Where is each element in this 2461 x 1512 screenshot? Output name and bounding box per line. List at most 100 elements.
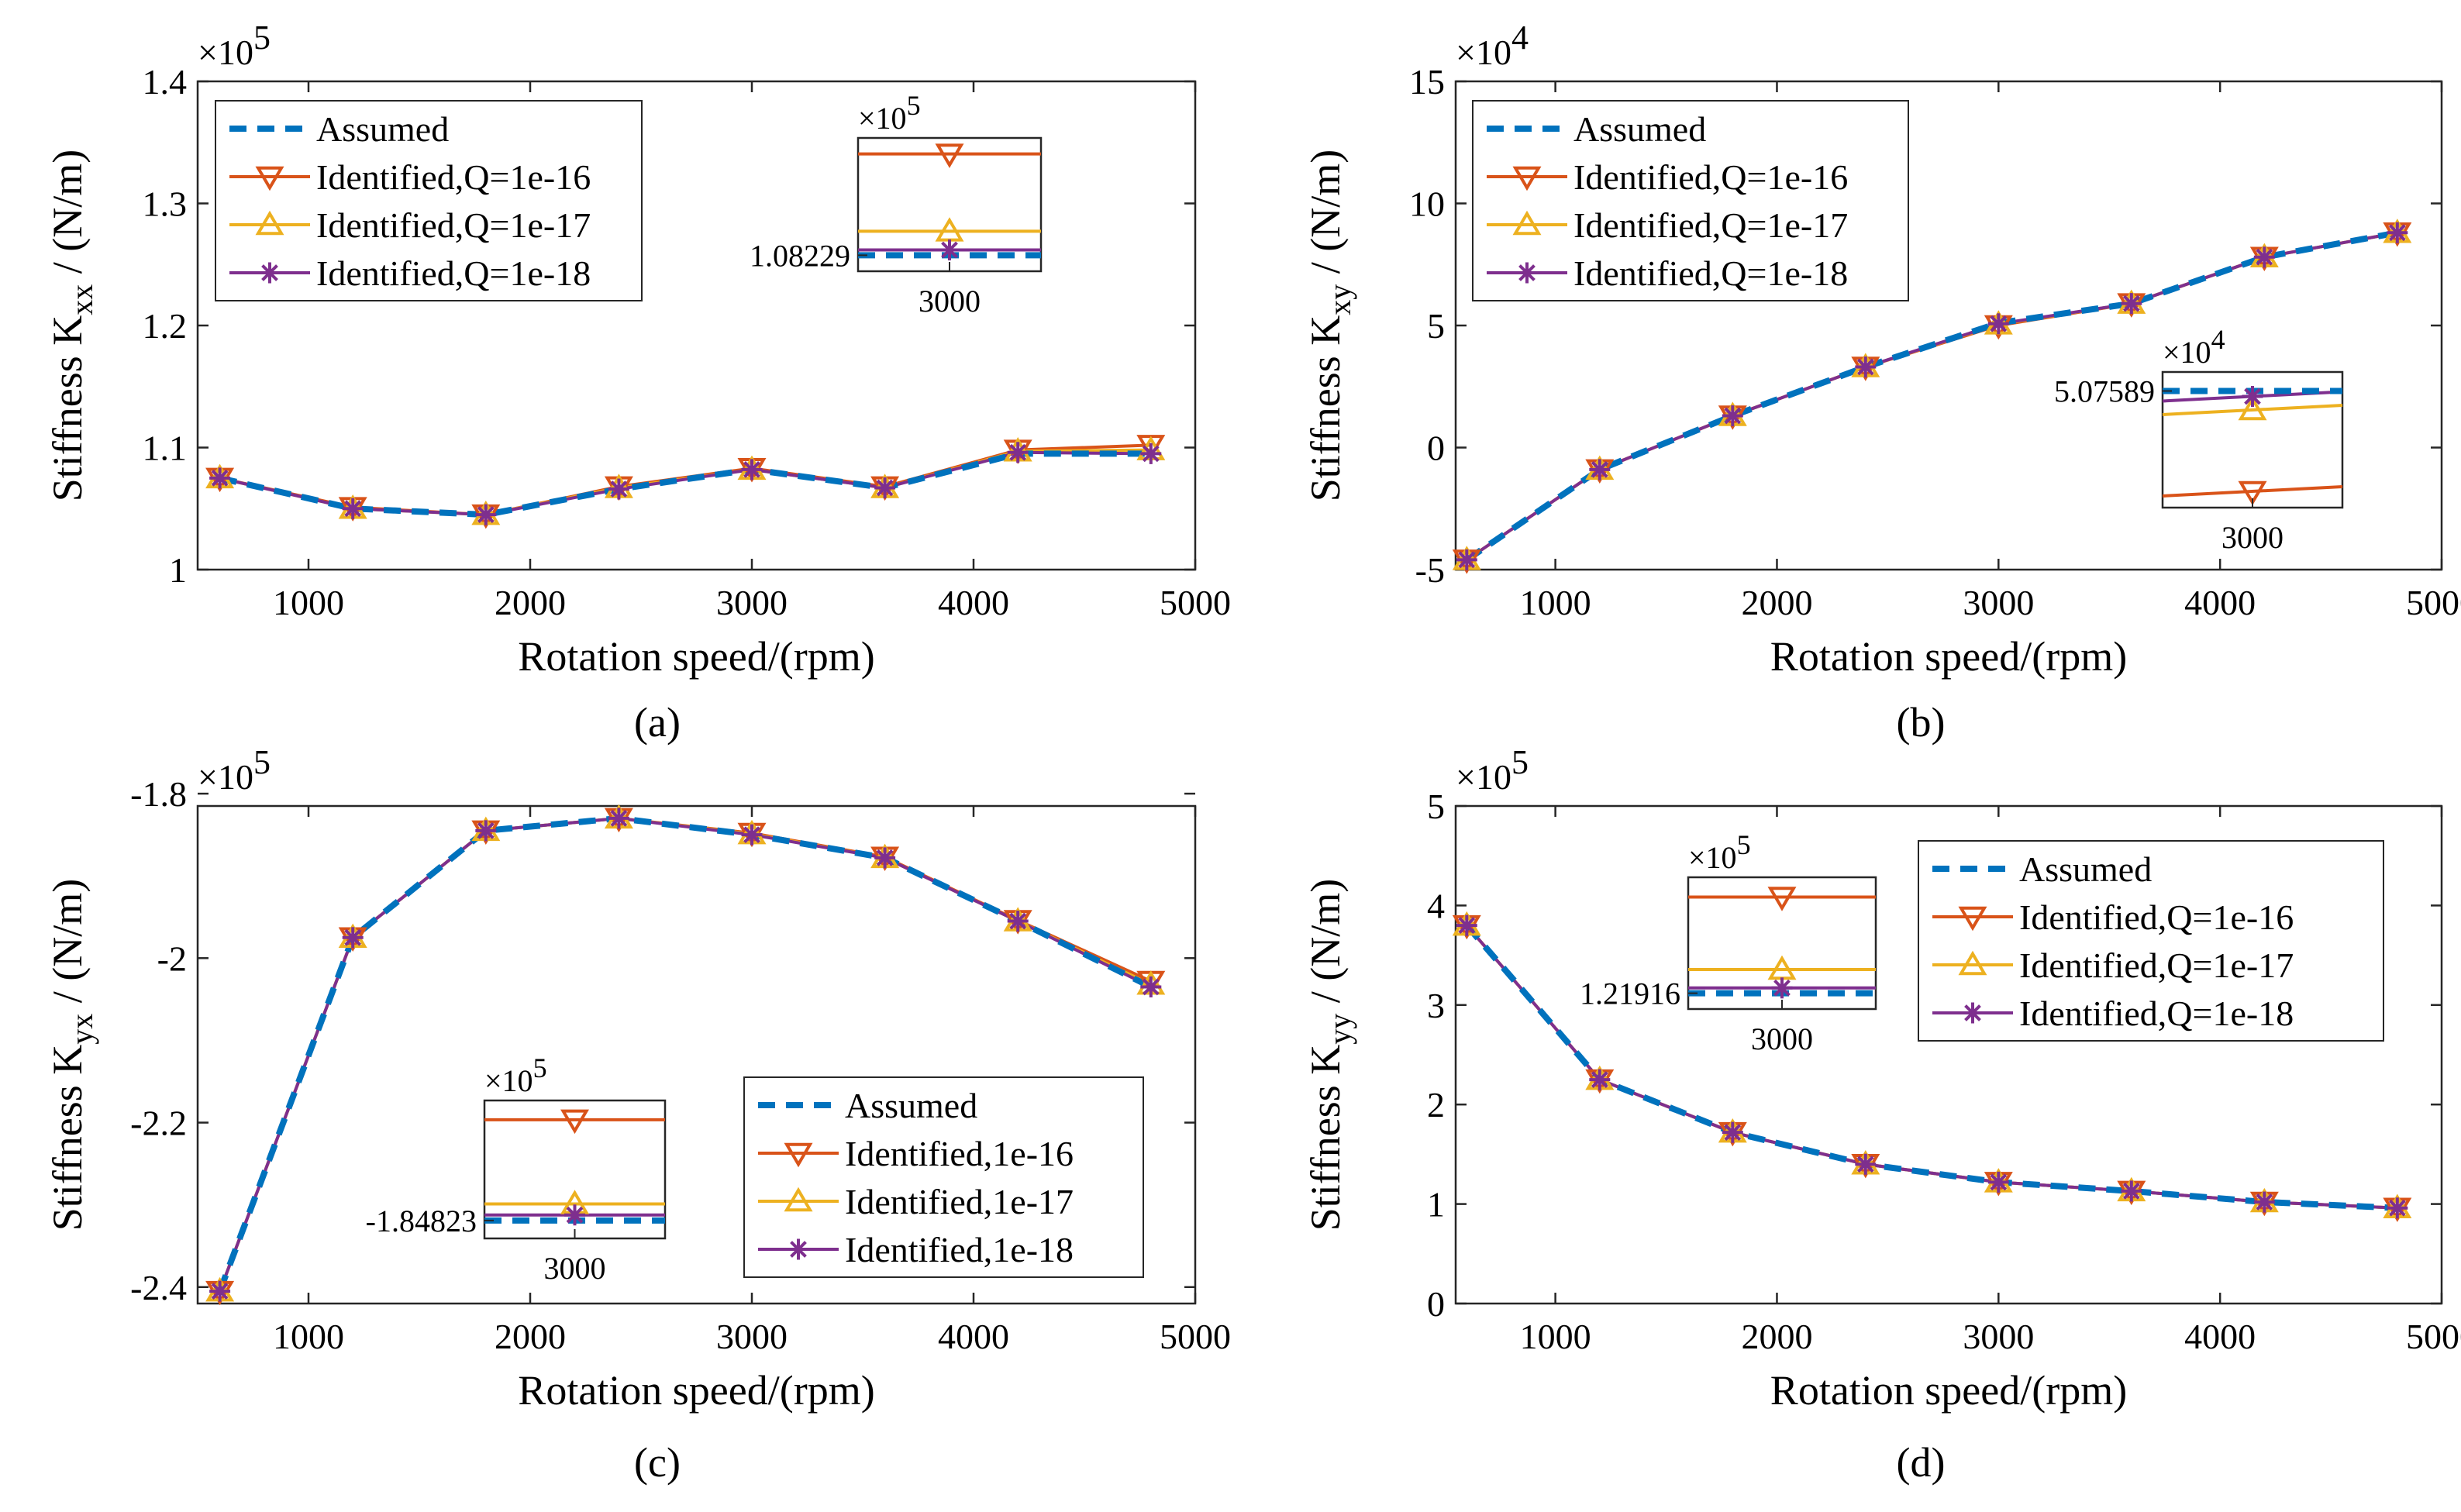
- legend-marker: [1958, 906, 1987, 932]
- data-point-q18: [2121, 293, 2142, 315]
- axis-multiplier: ×105: [198, 19, 271, 72]
- y-axis-label: Stiffness Kxx / (N/m): [44, 150, 99, 502]
- x-tick-label: 2000: [1741, 583, 1812, 622]
- data-point-q18: [2387, 1197, 2408, 1219]
- x-axis-label: Rotation speed/(rpm): [518, 633, 874, 680]
- legend-marker: [1512, 166, 1542, 191]
- axis-multiplier: ×104: [1456, 19, 1529, 72]
- legend: [743, 1076, 1144, 1278]
- legend-entry: Assumed: [1573, 109, 1706, 149]
- legend-marker: [259, 262, 281, 284]
- data-point-q18: [209, 1280, 231, 1302]
- inset-y-label: 1.21916: [1580, 976, 1680, 1011]
- data-point-q18: [342, 927, 364, 949]
- data-point-q18: [608, 478, 629, 500]
- series-line-assumed: [216, 815, 1153, 1293]
- chart-panel-1: 1000 2000 3000 4000 500011.11.21.31.4×105Rot…: [44, 19, 1231, 746]
- y-tick-label: -5: [1415, 550, 1445, 590]
- y-tick-label: 2: [1427, 1085, 1445, 1125]
- data-point-q18: [608, 808, 629, 829]
- data-point-q18: [475, 820, 497, 842]
- data-point-q18: [1007, 442, 1029, 463]
- legend-marker: [784, 1142, 813, 1168]
- inset-zoom: 5.07589 3000 ×104: [2054, 324, 2344, 555]
- inset-marker-q17: [2238, 395, 2267, 421]
- inset-x-label: 3000: [544, 1251, 606, 1286]
- inset-marker-q16: [2238, 480, 2267, 506]
- inset-x-label: 3000: [1751, 1021, 1813, 1056]
- x-axis-label: Rotation speed/(rpm): [518, 1367, 874, 1414]
- inset-multiplier: ×104: [2163, 324, 2225, 370]
- x-tick-label: 3000: [1963, 1317, 2034, 1356]
- x-axis-label: Rotation speed/(rpm): [1770, 1367, 2127, 1414]
- inset-zoom: 1.08229 3000 ×105: [750, 90, 1043, 319]
- legend-marker: [1512, 210, 1542, 236]
- y-tick-label: 1: [1427, 1185, 1445, 1224]
- data-point-q18: [1456, 549, 1477, 570]
- axes-box: [196, 804, 1197, 1305]
- x-tick-label: 5000: [2406, 583, 2461, 622]
- legend-marker: [1962, 1002, 1984, 1024]
- data-point-q18: [2253, 1191, 2275, 1213]
- inset-line-q17: [2162, 404, 2343, 416]
- axis-multiplier: ×105: [1456, 743, 1529, 797]
- x-tick-label: 4000: [2184, 1317, 2256, 1356]
- legend-entry: Identified,1e-16: [845, 1134, 1074, 1173]
- legend-entry: Assumed: [845, 1086, 977, 1125]
- legend-entry: Identified,Q=1e-17: [316, 205, 591, 245]
- legend-entry: Identified,Q=1e-17: [1573, 205, 1848, 245]
- inset-x-label: 3000: [919, 284, 981, 319]
- y-axis-label: Stiffness Kyx / (N/m): [44, 879, 99, 1231]
- legend: [215, 100, 643, 301]
- legend: [1918, 840, 2384, 1042]
- legend-marker: [788, 1238, 809, 1260]
- data-point-q18: [1987, 313, 2009, 335]
- x-tick-label: 1000: [1520, 583, 1591, 622]
- inset-y-label: -1.84823: [366, 1204, 477, 1238]
- y-tick-label: 1: [169, 550, 187, 590]
- y-tick-label: 0: [1427, 1284, 1445, 1324]
- x-tick-label: 1000: [273, 1317, 344, 1356]
- inset-multiplier: ×105: [484, 1052, 547, 1098]
- legend-entry: Identified,1e-17: [845, 1182, 1074, 1221]
- x-tick-label: 4000: [2184, 583, 2256, 622]
- data-point-q18: [1456, 914, 1477, 936]
- data-point-q18: [1722, 405, 1743, 427]
- data-point-q18: [1140, 976, 1162, 997]
- legend-entry: Assumed: [316, 109, 449, 149]
- data-point-q18: [2387, 222, 2408, 243]
- inset-marker-q16: [560, 1109, 589, 1135]
- data-point-q18: [1589, 459, 1611, 480]
- y-tick-label: 10: [1409, 184, 1445, 224]
- inset-y-label: 1.08229: [750, 238, 850, 273]
- y-tick-label: 1.2: [143, 306, 188, 346]
- x-tick-label: 5000: [1160, 583, 1231, 622]
- y-tick-label: 0: [1427, 429, 1445, 468]
- y-axis-label: Stiffness Kyy / (N/m): [1302, 879, 1357, 1231]
- inset-marker-q18: [939, 239, 960, 260]
- data-point-q18: [1140, 443, 1162, 464]
- data-point-q18: [209, 467, 231, 489]
- series-line-assumed: [219, 450, 1151, 518]
- data-point-q18: [1722, 1121, 1743, 1143]
- series-line-assumed: [1464, 923, 2398, 1211]
- inset-marker-q18: [564, 1204, 585, 1226]
- inset-line-q16: [2162, 485, 2343, 498]
- inset-x-label: 3000: [2221, 520, 2283, 555]
- legend-entry: Identified,Q=1e-16: [1573, 157, 1848, 197]
- panel-label: (d): [1897, 1439, 1946, 1486]
- legend-entry: Identified,Q=1e-18: [316, 253, 591, 293]
- x-tick-label: 3000: [1963, 583, 2034, 622]
- y-tick-label: -2.2: [130, 1104, 187, 1143]
- data-point-q18: [1007, 911, 1029, 932]
- legend-marker: [1958, 950, 1987, 976]
- y-tick-label: 1.3: [143, 184, 188, 224]
- inset-zoom: 1.21916 3000 ×105: [1580, 829, 1877, 1056]
- data-point-q18: [874, 847, 896, 869]
- x-tick-label: 2000: [1741, 1317, 1812, 1356]
- inset-marker-q16: [935, 143, 964, 168]
- data-point-q18: [1855, 1153, 1877, 1175]
- chart-panel-3: 1000 2000 3000 4000 5000 -2.4 -2.2 -2 -1.8 ×105 Ro…: [44, 743, 1231, 1486]
- inset-marker-q16: [1767, 887, 1797, 911]
